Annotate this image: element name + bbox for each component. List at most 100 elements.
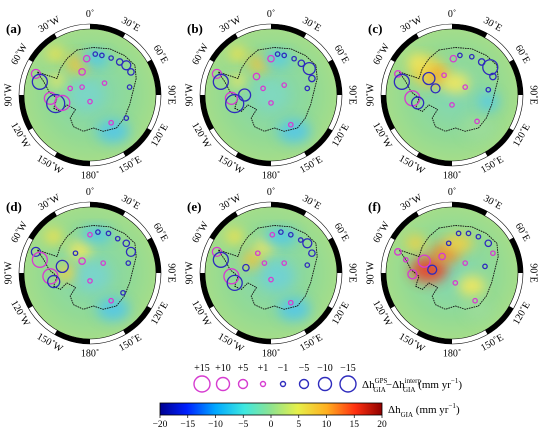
longitude-label: 90˚E	[347, 85, 358, 104]
gps-negative-circle	[297, 237, 304, 243]
gps-negative-circle	[242, 263, 250, 272]
panel-label: (b)	[187, 21, 203, 36]
panel-label: (a)	[6, 21, 21, 36]
longitude-label: 0˚	[267, 187, 275, 198]
longitude-label: 180˚	[262, 348, 280, 359]
gps-negative-circle	[393, 73, 410, 90]
circle-scale-value: +5	[238, 363, 249, 374]
gps-positive-circle	[269, 231, 276, 238]
field-anomaly	[277, 119, 311, 144]
gps-negative-circle	[226, 274, 243, 292]
circle-scale-symbol	[259, 380, 267, 388]
longitude-label: 30˚E	[481, 193, 503, 212]
gps-positive-circle	[252, 72, 261, 81]
frame-segment	[19, 272, 33, 309]
gps-negative-circle	[237, 88, 252, 102]
gps-negative-circle	[484, 239, 493, 248]
gps-negative-circle	[122, 239, 131, 248]
longitude-label: 0˚	[86, 9, 94, 20]
gps-positive-circle	[287, 299, 294, 306]
gps-negative-circle	[125, 260, 132, 266]
frame-segment	[416, 202, 453, 216]
gps-negative-circle	[422, 71, 436, 86]
longitude-label: 90˚W	[3, 261, 14, 284]
gps-positive-circle	[462, 260, 469, 266]
frame-segment	[509, 94, 523, 131]
frame-segment	[89, 330, 126, 344]
gps-negative-circle	[455, 230, 462, 237]
colorbar-tick-label: 0	[269, 420, 274, 430]
colorbar-tick-label: −10	[208, 420, 223, 430]
gps-negative-circle	[127, 68, 135, 76]
gps-positive-circle	[407, 269, 418, 280]
frame-segment	[122, 33, 152, 63]
gps-negative-circle	[31, 73, 48, 90]
field-anomaly	[261, 261, 295, 291]
frame-segment	[484, 33, 514, 63]
longitude-label: 90˚E	[528, 85, 539, 104]
circle-scale-value: +1	[258, 363, 269, 374]
gps-positive-circle	[452, 280, 459, 286]
field-anomaly	[230, 73, 246, 88]
colorbar-label: ΔhGIA (mm yr−1)	[388, 402, 460, 419]
field-anomaly	[76, 261, 110, 291]
gps-negative-circle	[468, 53, 475, 60]
field-anomaly	[263, 228, 299, 246]
longitude-label: 90˚W	[184, 83, 195, 106]
gps-positive-circle	[268, 276, 274, 283]
gps-positive-circle	[78, 257, 86, 265]
frame-segment	[28, 33, 58, 63]
field-anomaly	[410, 256, 448, 283]
frame-segment	[270, 330, 307, 344]
field-anomaly	[254, 80, 288, 110]
frame-segment	[147, 237, 161, 274]
gps-positive-circle	[67, 85, 74, 92]
gps-positive-circle	[87, 231, 93, 238]
frame-segment	[19, 237, 33, 274]
colorbar-tick-label: −15	[180, 420, 195, 430]
longitude-label: 90˚E	[347, 263, 358, 282]
gps-negative-circle	[302, 61, 316, 76]
frame-segment	[381, 272, 395, 309]
gps-positive-circle	[268, 100, 274, 106]
gps-negative-circle	[212, 73, 229, 90]
colorbar-tick-label: 5	[296, 420, 301, 430]
frame-segment	[328, 272, 342, 309]
gps-negative-circle	[281, 52, 288, 59]
gps-negative-circle	[274, 51, 281, 57]
gps-positive-circle	[472, 297, 478, 304]
frame-segment	[451, 202, 488, 216]
frame-segment	[416, 24, 453, 38]
frame-segment	[451, 152, 488, 166]
gps-negative-circle	[297, 59, 306, 68]
longitude-label: 60˚E	[513, 221, 532, 243]
gps-positive-circle	[260, 85, 266, 92]
frame-segment	[19, 59, 33, 96]
field-anomaly	[407, 54, 429, 70]
frame-segment	[235, 202, 272, 216]
frame-segment	[200, 237, 214, 274]
gps-negative-circle	[465, 230, 472, 237]
circle-scale-label: ΔhGPS GIA−Δhinterp GIA (mm yr−1)	[362, 377, 462, 394]
frame-segment	[451, 24, 488, 38]
gps-negative-circle	[308, 249, 316, 258]
frame-segment	[209, 305, 239, 335]
panel-label: (e)	[187, 199, 201, 214]
coastline	[36, 47, 137, 132]
gps-negative-circle	[92, 51, 99, 57]
circle-scale-symbol	[193, 375, 211, 393]
coastline	[217, 47, 318, 132]
field-anomaly	[68, 240, 92, 260]
gps-positive-circle	[31, 251, 48, 268]
field-anomaly	[96, 297, 130, 322]
longitude-label: 0˚	[448, 187, 456, 198]
colorbar-tick-label: −5	[238, 420, 248, 430]
gps-positive-circle	[417, 254, 431, 268]
gps-positive-circle	[261, 260, 268, 266]
field-anomaly	[49, 73, 65, 88]
longitude-label: 60˚E	[513, 43, 532, 65]
longitude-label: 180˚	[81, 348, 99, 359]
